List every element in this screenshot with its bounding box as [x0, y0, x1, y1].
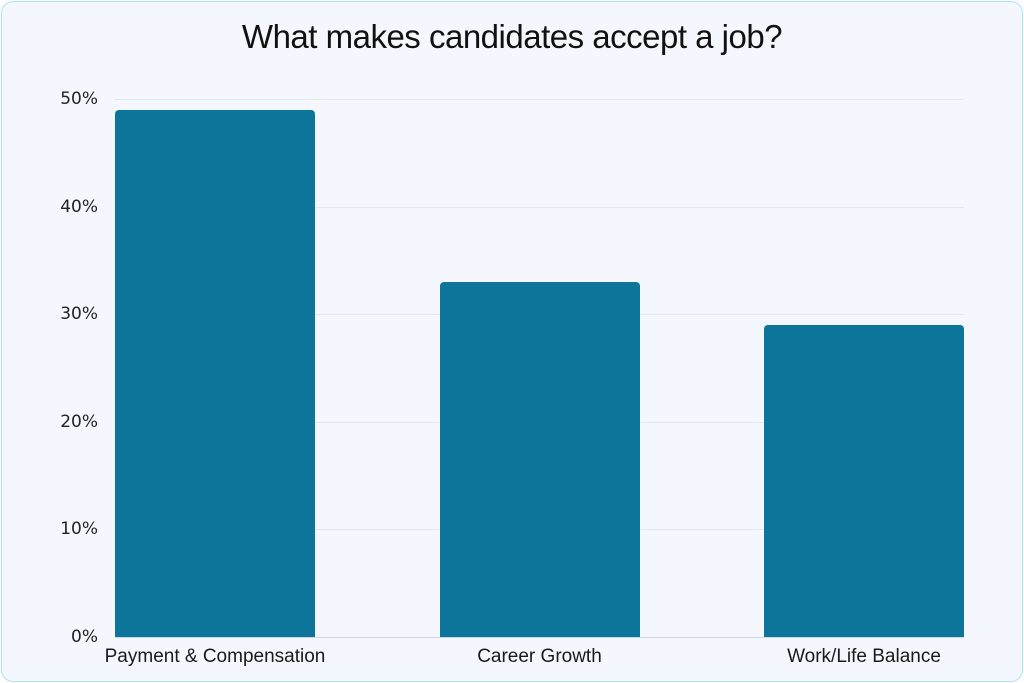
- x-tick-label: Career Growth: [477, 646, 602, 667]
- y-tick-label: 50%: [60, 89, 98, 109]
- y-tick-label: 0%: [71, 627, 98, 647]
- bar-payment-compensation: [115, 109, 315, 637]
- x-tick-label: Work/Life Balance: [787, 646, 941, 667]
- y-tick-label: 10%: [60, 519, 98, 540]
- bar-work-life-balance: [764, 324, 964, 637]
- y-tick-label: 30%: [60, 304, 98, 325]
- bar-career-growth: [439, 281, 640, 637]
- gridline: [115, 99, 964, 100]
- gridline: [115, 206, 964, 208]
- x-axis-baseline: [115, 637, 964, 638]
- y-tick-label: 40%: [60, 196, 98, 217]
- chart-title: What makes candidates accept a job?: [241, 18, 783, 55]
- plot-area: [115, 99, 964, 638]
- x-tick-label: Payment & Compensation: [104, 646, 326, 667]
- y-tick-label: 20%: [60, 411, 98, 432]
